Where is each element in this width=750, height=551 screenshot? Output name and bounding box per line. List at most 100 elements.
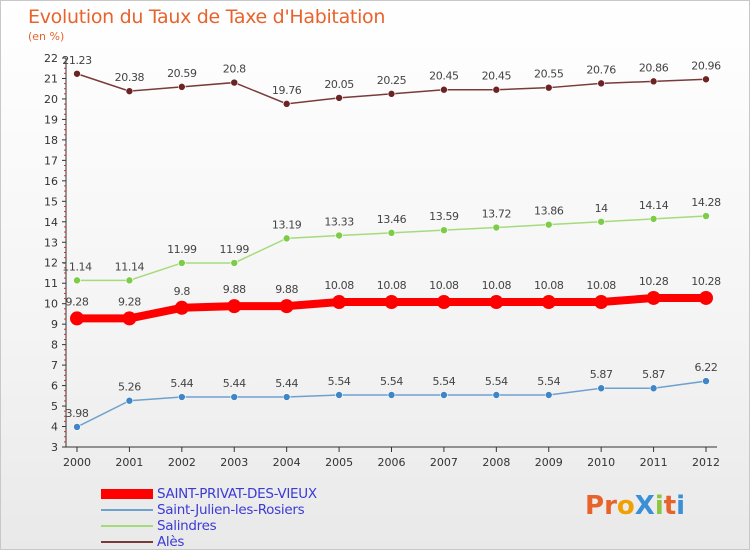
data-label: 13.19	[272, 218, 302, 231]
y-tick-label: 13	[44, 236, 58, 249]
legend-swatch	[101, 525, 153, 527]
data-point	[125, 396, 134, 405]
data-point	[594, 295, 609, 310]
y-tick-label: 14	[44, 216, 58, 229]
logo-letter: i	[676, 491, 686, 521]
data-point	[702, 75, 710, 84]
data-point	[387, 391, 396, 399]
data-label: 5.54	[380, 375, 403, 388]
data-point	[541, 295, 556, 310]
data-point	[597, 79, 605, 88]
data-label: 11.99	[167, 243, 197, 256]
data-point	[70, 311, 84, 326]
y-tick-label: 19	[44, 113, 58, 126]
y-tick-label: 20	[44, 93, 58, 106]
y-tick-label: 16	[44, 175, 58, 188]
data-label: 10.28	[691, 275, 721, 288]
data-label: 5.44	[170, 377, 193, 390]
data-point	[125, 276, 134, 285]
logo-letter: r	[604, 491, 617, 521]
data-point	[440, 226, 448, 234]
data-label: 5.44	[223, 377, 246, 390]
chart-unit-label: (en %)	[28, 30, 65, 43]
y-tick-label: 4	[51, 421, 58, 434]
data-point	[122, 311, 137, 326]
data-point	[492, 85, 501, 94]
data-point	[646, 290, 661, 305]
y-tick-label: 8	[51, 339, 58, 352]
legend-swatch	[101, 541, 153, 543]
data-label: 20.8	[223, 63, 246, 76]
y-tick-label: 9	[51, 318, 58, 331]
y-tick-label: 11	[44, 277, 58, 290]
data-point	[489, 295, 504, 310]
data-label: 9.28	[66, 295, 89, 308]
data-point	[230, 393, 239, 401]
data-label: 9.28	[118, 295, 141, 308]
data-point	[282, 393, 291, 401]
x-tick-label: 2010	[587, 456, 615, 469]
x-tick-label: 2002	[168, 456, 196, 469]
data-label: 20.05	[324, 78, 354, 91]
logo-letter: t	[663, 491, 677, 521]
x-tick-label: 2006	[378, 456, 406, 469]
chart-legend: SAINT-PRIVAT-DES-VIEUX Saint-Julien-les-…	[101, 486, 317, 550]
data-point	[335, 391, 343, 399]
data-label: 20.25	[377, 74, 407, 87]
x-tick-label: 2008	[482, 456, 510, 469]
proxiti-logo: ProXiti	[585, 491, 685, 521]
data-label: 13.59	[429, 210, 459, 223]
data-label: 20.55	[534, 68, 564, 81]
data-label: 13.33	[324, 216, 354, 229]
legend-label: Alès	[157, 534, 185, 550]
data-label: 5.44	[275, 377, 298, 390]
legend-item: Saint-Julien-les-Rosiers	[101, 502, 317, 518]
data-point	[649, 215, 658, 223]
data-point	[73, 69, 81, 78]
data-label: 10.08	[377, 279, 407, 292]
data-label: 5.26	[118, 381, 141, 394]
x-tick-label: 2005	[325, 456, 353, 469]
data-label: 9.88	[223, 283, 246, 296]
y-tick-label: 5	[51, 400, 58, 413]
data-point	[174, 300, 189, 315]
data-point	[544, 391, 553, 399]
legend-label: Saint-Julien-les-Rosiers	[157, 502, 305, 518]
data-point	[227, 299, 242, 314]
data-point	[544, 220, 553, 229]
data-point	[387, 229, 396, 237]
data-label: 14.14	[639, 199, 669, 212]
data-point	[282, 234, 291, 243]
data-label: 20.38	[115, 71, 145, 84]
data-label: 9.88	[275, 283, 298, 296]
data-point	[492, 391, 501, 399]
data-label: 5.54	[432, 375, 455, 388]
logo-letter: i	[654, 491, 664, 521]
data-label: 20.76	[586, 63, 616, 76]
logo-letter: X	[634, 491, 655, 521]
y-tick-label: 7	[51, 359, 58, 372]
data-point	[73, 423, 81, 431]
data-point	[597, 384, 605, 393]
data-point	[230, 259, 239, 267]
data-point	[384, 295, 399, 310]
legend-label: SAINT-PRIVAT-DES-VIEUX	[157, 486, 317, 502]
data-label: 10.08	[324, 279, 354, 292]
data-point	[230, 78, 239, 87]
y-tick-label: 22	[44, 52, 58, 65]
data-point	[544, 83, 553, 92]
y-tick-label: 17	[44, 154, 58, 167]
x-tick-label: 2009	[535, 456, 563, 469]
data-point	[492, 223, 501, 232]
x-tick-label: 2012	[692, 456, 720, 469]
data-label: 10.28	[639, 275, 669, 288]
data-label: 10.08	[482, 279, 512, 292]
legend-item: SAINT-PRIVAT-DES-VIEUX	[101, 486, 317, 502]
data-label: 3.98	[66, 407, 89, 420]
data-point	[440, 391, 448, 399]
data-point	[597, 217, 605, 226]
y-tick-label: 3	[51, 441, 58, 454]
data-label: 11.99	[220, 243, 250, 256]
data-label: 13.72	[482, 208, 512, 221]
